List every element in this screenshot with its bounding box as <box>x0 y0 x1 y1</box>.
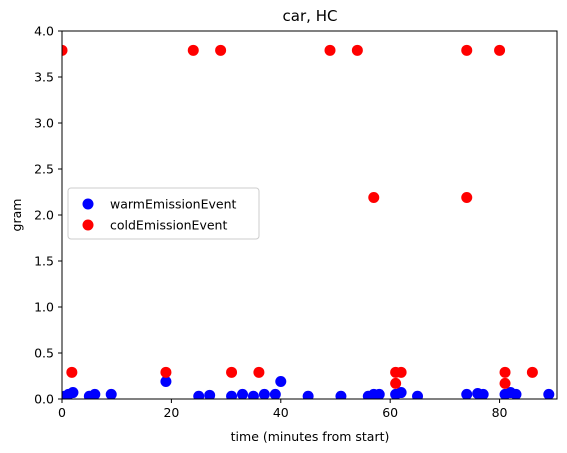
warm-emission-point <box>226 390 238 399</box>
y-tick-label: 2.5 <box>34 162 54 177</box>
cold-emission-point <box>461 192 473 204</box>
warm-emission-point <box>510 388 522 399</box>
warm-emission-point <box>204 389 216 399</box>
x-tick-label: 60 <box>382 405 398 420</box>
warm-emission-point <box>160 376 172 388</box>
y-tick-label: 2.0 <box>34 208 54 223</box>
legend: warmEmissionEvent coldEmissionEvent <box>67 187 260 240</box>
cold-emission-point <box>215 44 227 56</box>
legend-label-warm: warmEmissionEvent <box>110 197 237 212</box>
warm-emission-point <box>477 388 489 399</box>
cold-emission-point <box>368 192 380 204</box>
x-tick-label: 80 <box>492 405 508 420</box>
cold-emission-point <box>160 366 172 378</box>
y-tick-label: 3.0 <box>34 116 54 131</box>
legend-frame <box>67 187 260 240</box>
y-tick-label: 1.5 <box>34 254 54 269</box>
warm-emission-point <box>193 390 205 399</box>
warm-emission-point <box>67 387 79 399</box>
plot-frame <box>61 30 558 400</box>
cold-emission-point <box>526 366 538 378</box>
cold-emission-point <box>187 44 199 56</box>
y-tick-label: 3.5 <box>34 70 54 85</box>
cold-emission-point <box>66 366 78 378</box>
cold-emission-point <box>324 44 336 56</box>
warm-emission-point <box>302 390 314 399</box>
cold-emission-point <box>461 44 473 56</box>
y-tick-label: 0.5 <box>34 346 54 361</box>
cold-emission-point <box>494 44 506 56</box>
legend-label-cold: coldEmissionEvent <box>110 218 227 233</box>
warm-emission-point <box>395 387 407 399</box>
warm-emission-point <box>258 388 270 399</box>
warm-emission-point <box>89 388 101 399</box>
warm-emission-point <box>105 388 117 399</box>
warm-emission-point <box>461 388 473 399</box>
legend-marker-warm <box>82 198 94 210</box>
chart-title: car, HC <box>283 7 338 25</box>
warm-emission-point <box>247 390 259 399</box>
cold-emission-point <box>390 377 402 389</box>
cold-emission-point <box>253 366 265 378</box>
x-tick-label: 40 <box>273 405 289 420</box>
y-axis-label: gram <box>9 199 24 232</box>
warm-emission-point <box>373 388 385 399</box>
ticks-layer: 0 20 40 60 80 0.0 0.5 1.0 1.5 2.0 2.5 3.0 3.5 4.0 <box>34 24 507 421</box>
warm-emission-point <box>543 388 555 399</box>
y-tick-label: 0.0 <box>34 392 54 407</box>
points-layer <box>62 44 555 399</box>
legend-marker-cold <box>82 219 94 231</box>
cold-emission-point <box>499 366 511 378</box>
y-tick-label: 4.0 <box>34 24 54 39</box>
warm-emission-point <box>275 376 287 388</box>
warm-emission-point <box>269 388 281 399</box>
warm-emission-point <box>412 390 424 399</box>
x-axis-label: time (minutes from start) <box>231 429 390 444</box>
cold-emission-point <box>351 44 363 56</box>
cold-emission-point <box>395 366 407 378</box>
x-tick-label: 20 <box>163 405 179 420</box>
cold-emission-point <box>499 377 511 389</box>
cold-emission-point <box>226 366 238 378</box>
warm-emission-point <box>335 390 347 399</box>
warm-emission-point <box>236 388 248 399</box>
x-tick-label: 0 <box>58 405 66 420</box>
cold-emission-point <box>62 44 68 56</box>
y-tick-label: 1.0 <box>34 300 54 315</box>
